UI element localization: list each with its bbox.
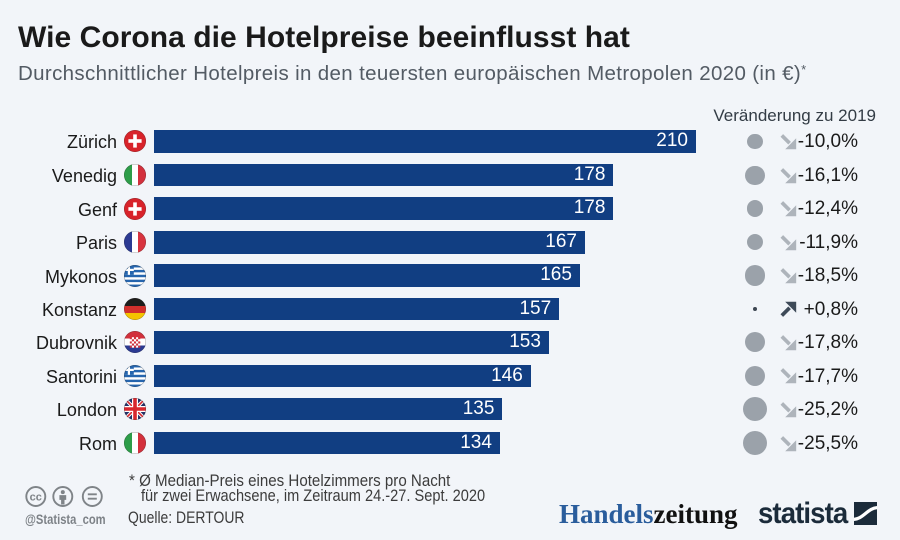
svg-text:cc: cc — [30, 492, 42, 504]
